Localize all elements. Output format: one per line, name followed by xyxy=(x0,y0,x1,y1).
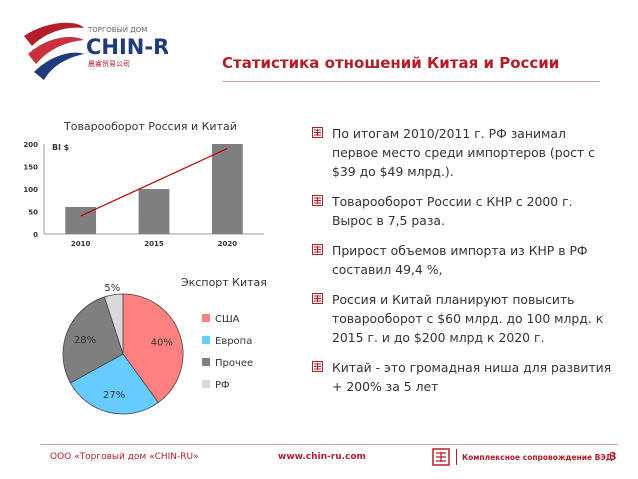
chinese-seal-bullet-icon xyxy=(312,293,323,304)
pie-value-label: 28% xyxy=(74,335,96,346)
chinese-seal-bullet-icon xyxy=(312,244,323,255)
bar-2015 xyxy=(138,189,170,234)
logo-name: CHIN-RU xyxy=(86,35,168,59)
pie-slice-0 xyxy=(122,293,184,404)
footer-website-link[interactable]: www.chin-ru.com xyxy=(278,452,366,462)
y-tick-label: 50 xyxy=(28,209,38,217)
legend-swatch xyxy=(202,358,210,366)
bar-2020 xyxy=(211,144,243,234)
pie-value-label: 5% xyxy=(104,284,120,294)
chinese-seal-bullet-icon xyxy=(312,361,323,372)
x-tick-label: 2010 xyxy=(71,240,91,248)
bullet-item: Товарооборот России с КНР с 2000 г. Выро… xyxy=(312,192,612,230)
x-tick-label: 2020 xyxy=(218,240,238,248)
slide-title: Статистика отношений Китая и России xyxy=(222,54,560,72)
bullet-text: Прирост объемов импорта из КНР в РФ сост… xyxy=(332,243,588,277)
bullet-item: Китай - это громадная ниша для развития … xyxy=(312,358,612,396)
footer-separator xyxy=(456,449,457,465)
legend-swatch xyxy=(202,336,210,344)
y-axis-label: Bl $ xyxy=(52,143,70,152)
footer-tagline: Комплексное сопровождение ВЭД xyxy=(462,453,613,462)
pie-slice-3 xyxy=(103,293,124,355)
page-number: 3 xyxy=(609,450,617,463)
legend-label: Европа xyxy=(215,336,252,347)
bullet-text: Китай - это громадная ниша для развития … xyxy=(332,360,612,394)
footer-divider xyxy=(40,444,618,445)
pie-value-label: 27% xyxy=(103,390,125,401)
chinese-seal-bullet-icon xyxy=(312,195,323,206)
footer-company: ООО «Торговый дом «CHIN-RU» xyxy=(50,452,199,462)
bullet-item: По итогам 2010/2011 г. РФ занимал первое… xyxy=(312,124,612,181)
x-tick-label: 2015 xyxy=(144,240,164,248)
chinese-seal-bullet-icon xyxy=(312,127,323,138)
y-tick-label: 150 xyxy=(23,164,38,172)
legend-swatch xyxy=(202,380,210,388)
export-pie-chart: 40% 27% 28% 5% США Европа Прочее РФ xyxy=(62,284,253,415)
legend-label: Прочее xyxy=(215,358,253,369)
legend-label: США xyxy=(215,314,240,325)
bullet-item: Прирост объемов импорта из КНР в РФ сост… xyxy=(312,241,612,279)
pie-value-label: 40% xyxy=(151,337,173,348)
title-divider xyxy=(222,81,600,82)
bullet-text: По итогам 2010/2011 г. РФ занимал первое… xyxy=(332,126,595,179)
y-tick-label: 100 xyxy=(23,186,38,194)
y-tick-label: 0 xyxy=(33,231,38,239)
trade-chart-title: Товарооборот Россия и Китай xyxy=(64,120,237,133)
logo-swoosh-icon xyxy=(24,22,84,80)
pie-slice-2 xyxy=(62,296,124,384)
trendline xyxy=(80,147,228,217)
pie-slice-1 xyxy=(69,353,159,415)
chin-ru-logo: ТОРГОВЫЙ ДОМ CHIN-RU 晨睿贸易公司 xyxy=(24,22,168,80)
bullet-text: Россия и Китай планируют повысить товаро… xyxy=(332,292,604,345)
seal-icon xyxy=(432,448,450,466)
y-tick-label: 200 xyxy=(23,141,38,149)
trade-bar-chart: 0 50 100 150 200 Bl $ 2010 2015 2020 xyxy=(23,141,264,248)
legend-label: РФ xyxy=(215,380,230,391)
bullet-text: Товарооборот России с КНР с 2000 г. Выро… xyxy=(332,194,573,228)
export-chart-title: Экспорт Китая xyxy=(181,276,267,289)
bullet-list: По итогам 2010/2011 г. РФ занимал первое… xyxy=(312,124,612,407)
bullet-item: Россия и Китай планируют повысить товаро… xyxy=(312,290,612,347)
logo-chinese: 晨睿贸易公司 xyxy=(88,59,130,68)
legend-swatch xyxy=(202,314,210,322)
logo-top-label: ТОРГОВЫЙ ДОМ xyxy=(87,25,147,34)
